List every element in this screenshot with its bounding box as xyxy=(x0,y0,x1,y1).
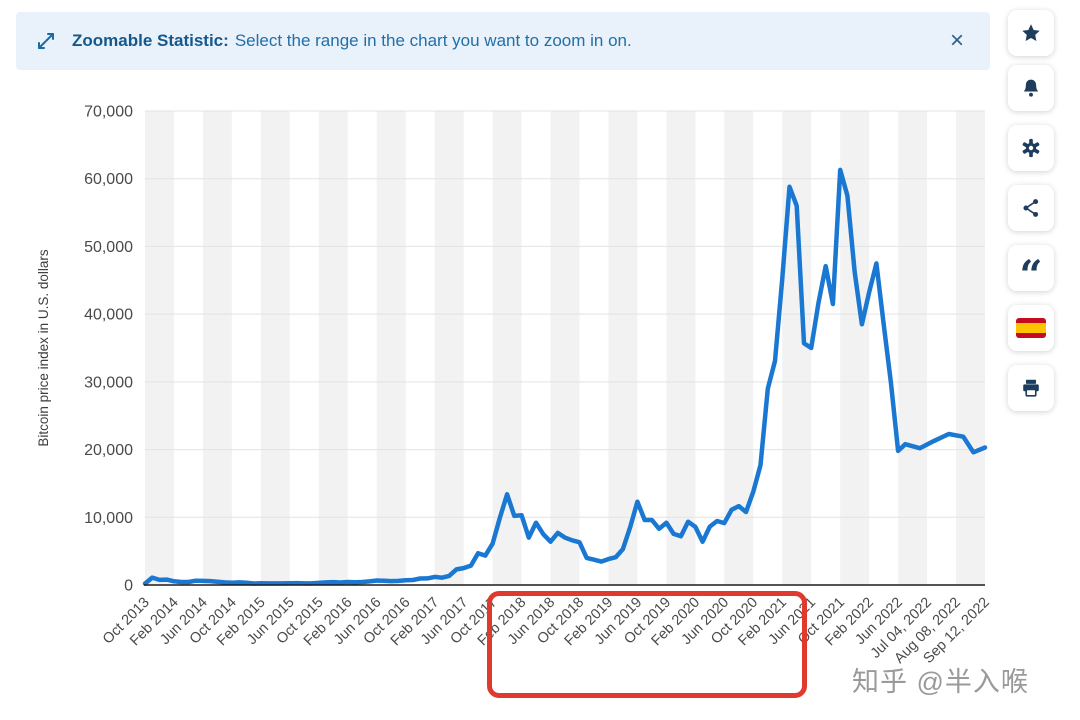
cite-button[interactable]: “ xyxy=(1008,245,1054,299)
banner-message-rest: Select the range in the chart you want t… xyxy=(234,31,632,50)
share-icon xyxy=(1023,199,1039,217)
y-axis-title: Bitcoin price index in U.S. dollars xyxy=(36,249,51,447)
banner-message: Zoomable Statistic: Select the range in t… xyxy=(72,31,632,51)
watermark: 知乎 @半入喉 xyxy=(852,667,1029,697)
notifications-button[interactable] xyxy=(1008,65,1054,111)
print-button[interactable] xyxy=(1008,365,1054,411)
bitcoin-price-line xyxy=(142,167,988,586)
svg-text:40,000: 40,000 xyxy=(84,307,133,324)
spanish-flag-icon xyxy=(1016,318,1046,338)
svg-text:20,000: 20,000 xyxy=(84,442,133,459)
background-stripes xyxy=(145,111,985,585)
svg-text:50,000: 50,000 xyxy=(84,239,133,256)
svg-text:60,000: 60,000 xyxy=(84,171,133,188)
quote-icon: “ xyxy=(1019,252,1043,299)
svg-text:30,000: 30,000 xyxy=(84,374,133,391)
svg-text:70,000: 70,000 xyxy=(84,104,133,121)
side-toolbar: “ xyxy=(1008,10,1054,425)
star-icon xyxy=(1022,24,1040,41)
svg-text:0: 0 xyxy=(124,578,133,595)
banner-message-bold: Zoomable Statistic: xyxy=(72,31,229,50)
share-button[interactable] xyxy=(1008,185,1054,231)
expand-arrows-icon xyxy=(36,31,56,51)
zoomable-banner: Zoomable Statistic: Select the range in t… xyxy=(16,12,990,70)
svg-text:10,000: 10,000 xyxy=(84,510,133,527)
settings-button[interactable] xyxy=(1008,125,1054,171)
y-tick-labels: 0 10,000 20,000 30,000 40,000 50,000 60,000 70,… xyxy=(84,104,133,595)
language-button[interactable] xyxy=(1008,305,1054,351)
printer-icon xyxy=(1023,379,1039,397)
gear-icon xyxy=(1022,138,1040,158)
bell-icon xyxy=(1023,79,1039,97)
favorite-button[interactable] xyxy=(1008,10,1054,56)
banner-close-button[interactable]: × xyxy=(944,27,970,55)
